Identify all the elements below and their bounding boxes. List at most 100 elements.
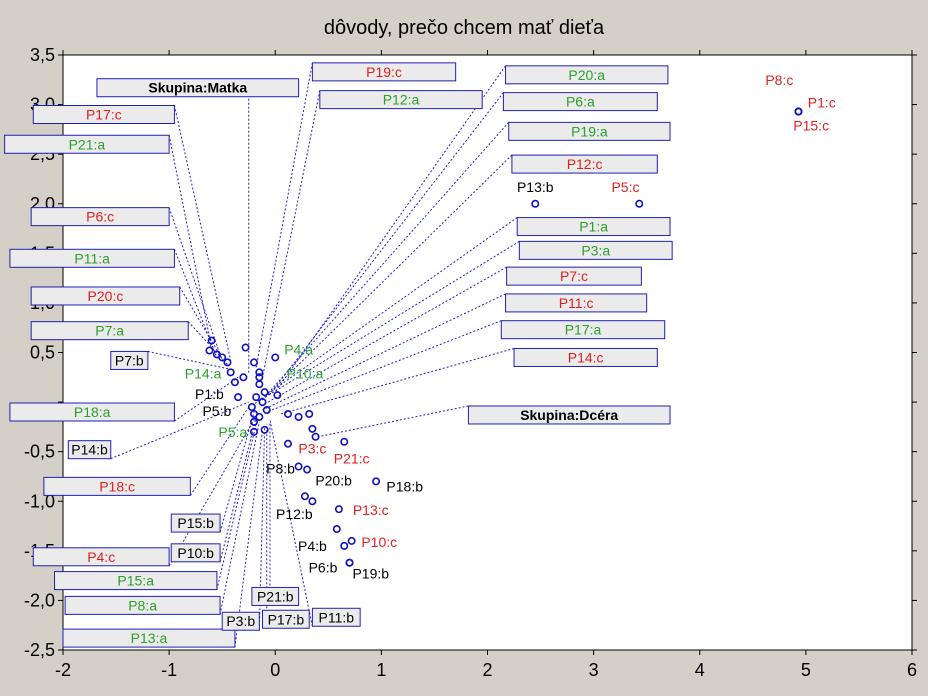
data-point — [234, 393, 243, 402]
label-box-text: P20:c — [88, 288, 124, 304]
point-label: P21:c — [334, 451, 370, 467]
data-point — [250, 417, 259, 426]
leader-line — [173, 105, 232, 361]
label-box — [170, 513, 221, 533]
x-axis: -2 -1 0 1 2 3 4 5 6 — [55, 50, 917, 680]
label-box — [67, 440, 112, 460]
point-label: P5:b — [202, 403, 231, 419]
point-label: P18:b — [386, 478, 423, 494]
data-point — [308, 497, 317, 506]
label-box-text: P15:b — [177, 515, 214, 531]
label-box-text: P11:b — [318, 609, 354, 625]
point-labels: P8:c P1:c P15:c P13:b P5:c P4:a P14:a P10:a P1:b… — [185, 72, 836, 582]
y-tick-label: -0,5 — [24, 442, 55, 462]
label-box — [518, 240, 673, 260]
label-box — [251, 586, 300, 606]
leader-line — [262, 90, 321, 378]
label-box — [32, 547, 170, 567]
x-tick-label: 5 — [801, 660, 811, 680]
label-box — [4, 134, 170, 154]
label-box-text: P10:b — [177, 545, 214, 561]
data-point — [311, 432, 320, 441]
data-point — [218, 353, 227, 362]
data-point — [635, 199, 644, 208]
leader-line — [168, 419, 255, 567]
data-point — [340, 437, 349, 446]
y-tick-label: -2,0 — [24, 590, 55, 610]
x-tick-label: 1 — [376, 660, 386, 680]
leader-line — [189, 406, 250, 496]
label-box-text: P12:a — [383, 92, 420, 108]
point-label: P12:b — [276, 506, 313, 522]
label-box — [54, 571, 218, 591]
leader-line — [262, 293, 506, 411]
point-label: P1:c — [808, 95, 836, 111]
data-point — [332, 525, 341, 534]
data-point — [241, 343, 250, 352]
leader-line — [269, 419, 313, 627]
chart-title: dôvody, prečo chcem mať dieťa — [324, 17, 605, 39]
data-point — [294, 412, 303, 421]
label-box — [221, 611, 260, 631]
label-box-text: P7:b — [115, 352, 144, 368]
leader-line — [168, 135, 213, 348]
y-tick-label: -1,0 — [24, 491, 55, 511]
label-box-text: P6:a — [566, 94, 595, 110]
label-box-text: P15:a — [117, 573, 154, 589]
label-box — [9, 248, 175, 268]
label-box-text: P21:b — [257, 588, 294, 604]
leader-line — [264, 122, 510, 398]
label-box-text: P6:c — [86, 209, 114, 225]
data-point — [255, 380, 264, 389]
leader-line — [317, 405, 469, 438]
leader-line — [280, 347, 515, 415]
leader-line — [110, 401, 249, 460]
data-point — [250, 358, 259, 367]
leader-line — [219, 416, 257, 562]
leader-line — [173, 249, 218, 358]
leader-line — [216, 423, 257, 590]
leader-line — [269, 92, 504, 395]
label-box — [500, 320, 666, 340]
label-box — [502, 92, 658, 112]
label-box — [262, 609, 310, 629]
label-box-text: P1:a — [579, 219, 608, 235]
data-point — [305, 409, 314, 418]
data-point — [226, 368, 235, 377]
label-box — [505, 293, 648, 313]
point-label: P6:b — [309, 560, 338, 576]
x-tick-label: 4 — [695, 660, 705, 680]
point-label: P1:b — [195, 386, 224, 402]
data-point — [247, 403, 256, 412]
label-box-text: P19:a — [571, 123, 608, 139]
leader-line — [274, 65, 506, 393]
label-box-text: Skupina:Matka — [148, 80, 247, 96]
point-label: P3:c — [298, 441, 326, 457]
y-tick-label: -2,5 — [24, 640, 55, 660]
label-box — [319, 90, 483, 110]
x-tick-label: -1 — [161, 660, 177, 680]
label-box — [30, 286, 181, 306]
label-box-text: P11:a — [74, 250, 110, 266]
leader-line — [259, 266, 507, 408]
point-label: P8:c — [765, 72, 793, 88]
data-point — [223, 358, 232, 367]
label-box-text: P14:b — [71, 442, 108, 458]
label-box — [506, 266, 642, 286]
label-box — [30, 207, 170, 227]
label-box — [32, 105, 175, 124]
data-point — [250, 427, 259, 436]
data-point — [294, 462, 303, 471]
label-box — [62, 628, 236, 648]
point-label: P5:c — [611, 179, 639, 195]
label-box-text: P11:c — [559, 295, 594, 311]
point-label: P13:c — [353, 502, 389, 518]
point-label: P8:b — [266, 460, 295, 476]
data-point — [340, 541, 349, 550]
data-point — [273, 391, 282, 400]
label-box — [170, 543, 221, 563]
label-box — [9, 402, 175, 422]
label-box-text: P21:a — [69, 136, 106, 152]
label-box — [513, 347, 658, 367]
